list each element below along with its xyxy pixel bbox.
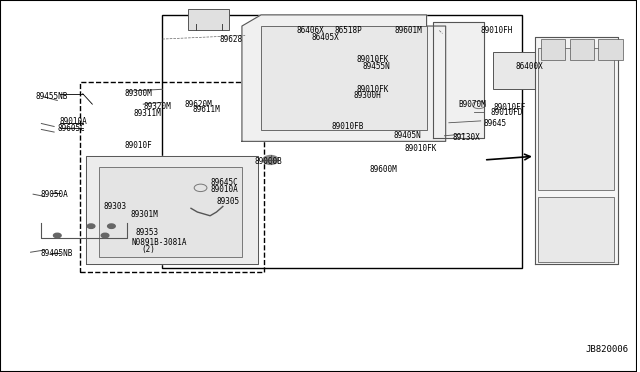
Text: 89000B: 89000B	[255, 157, 282, 166]
Text: 86406X: 86406X	[296, 26, 324, 35]
Text: 89320M: 89320M	[143, 102, 171, 111]
Text: 89301M: 89301M	[131, 210, 158, 219]
Text: (2): (2)	[141, 245, 156, 254]
Bar	[188, 9, 229, 30]
Text: 89010FB: 89010FB	[331, 122, 364, 131]
Polygon shape	[86, 156, 258, 264]
Text: 89010FD: 89010FD	[490, 108, 523, 117]
Circle shape	[87, 224, 95, 228]
Text: 89405N: 89405N	[394, 131, 421, 140]
Text: 89050A: 89050A	[40, 190, 68, 199]
Text: 89455NB: 89455NB	[35, 92, 67, 101]
Text: 86400X: 86400X	[516, 62, 543, 71]
Text: 89600M: 89600M	[369, 165, 397, 174]
Text: 89601M: 89601M	[395, 26, 422, 35]
Text: 89645C: 89645C	[210, 178, 238, 187]
Circle shape	[54, 233, 61, 238]
Text: 89303: 89303	[104, 202, 127, 211]
Bar	[99, 167, 242, 257]
Bar	[598, 39, 623, 60]
Text: 89300M: 89300M	[124, 89, 152, 97]
Text: B9070M: B9070M	[458, 100, 486, 109]
Polygon shape	[433, 22, 484, 138]
Text: 89010FF: 89010FF	[493, 103, 526, 112]
Text: 89620M: 89620M	[184, 100, 212, 109]
Text: 86518P: 86518P	[334, 26, 362, 35]
Text: 89010A: 89010A	[210, 185, 238, 194]
Text: 89300H: 89300H	[353, 92, 381, 100]
Bar	[570, 39, 594, 60]
Text: 89130X: 89130X	[452, 133, 480, 142]
Text: 89455N: 89455N	[363, 62, 390, 71]
Text: 89405NB: 89405NB	[40, 249, 72, 258]
Text: 89605C: 89605C	[58, 124, 85, 133]
Text: 89305: 89305	[216, 197, 239, 206]
Text: N0891B-3081A: N0891B-3081A	[132, 238, 188, 247]
Text: 86405X: 86405X	[312, 33, 340, 42]
Bar	[493, 52, 535, 89]
Text: 89611M: 89611M	[192, 105, 220, 114]
Text: 89010FK: 89010FK	[404, 144, 436, 153]
Bar	[538, 48, 614, 190]
Text: 89010FK: 89010FK	[356, 85, 389, 94]
Bar	[163, 15, 522, 268]
Text: 89645: 89645	[484, 119, 507, 128]
Text: JB820006: JB820006	[586, 345, 628, 354]
Bar	[541, 39, 565, 60]
Text: 89010FH: 89010FH	[481, 26, 513, 35]
Bar	[79, 82, 264, 272]
Text: 89353: 89353	[136, 228, 159, 237]
Text: 89010A: 89010A	[60, 117, 87, 126]
Circle shape	[108, 224, 115, 228]
Text: 89010FK: 89010FK	[356, 55, 389, 64]
Text: 89628: 89628	[220, 35, 243, 44]
Bar	[538, 197, 614, 262]
Text: 89311M: 89311M	[134, 109, 161, 118]
Polygon shape	[242, 15, 445, 141]
Bar	[261, 26, 427, 130]
Circle shape	[101, 233, 109, 238]
Circle shape	[263, 155, 278, 164]
Text: 89010F: 89010F	[124, 141, 152, 150]
Polygon shape	[535, 37, 618, 264]
